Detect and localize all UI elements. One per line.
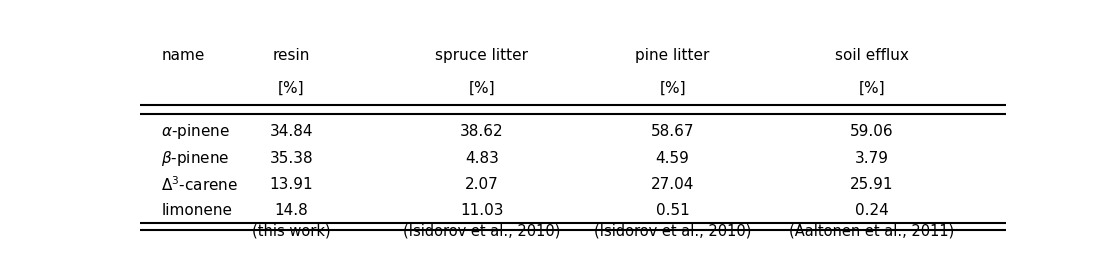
Text: 11.03: 11.03 [461, 203, 504, 218]
Text: soil efflux: soil efflux [835, 48, 909, 63]
Text: 38.62: 38.62 [461, 124, 504, 139]
Text: 0.24: 0.24 [855, 203, 889, 218]
Text: limonene: limonene [161, 203, 233, 218]
Text: 0.51: 0.51 [656, 203, 690, 218]
Text: 35.38: 35.38 [269, 151, 313, 166]
Text: (Isidorov et al., 2010): (Isidorov et al., 2010) [404, 223, 561, 238]
Text: [%]: [%] [660, 81, 686, 96]
Text: 58.67: 58.67 [651, 124, 694, 139]
Text: $\alpha$-pinene: $\alpha$-pinene [161, 122, 230, 141]
Text: 59.06: 59.06 [850, 124, 893, 139]
Text: pine litter: pine litter [635, 48, 710, 63]
Text: [%]: [%] [859, 81, 885, 96]
Text: 27.04: 27.04 [651, 177, 694, 192]
Text: [%]: [%] [278, 81, 305, 96]
Text: [%]: [%] [468, 81, 495, 96]
Text: (Isidorov et al., 2010): (Isidorov et al., 2010) [594, 223, 751, 238]
Text: $\Delta^3$-carene: $\Delta^3$-carene [161, 175, 238, 194]
Text: 3.79: 3.79 [855, 151, 889, 166]
Text: (Aaltonen et al., 2011): (Aaltonen et al., 2011) [789, 223, 955, 238]
Text: name: name [161, 48, 205, 63]
Text: spruce litter: spruce litter [436, 48, 529, 63]
Text: 14.8: 14.8 [275, 203, 309, 218]
Text: 4.59: 4.59 [655, 151, 690, 166]
Text: $\beta$-pinene: $\beta$-pinene [161, 149, 230, 168]
Text: 2.07: 2.07 [465, 177, 499, 192]
Text: resin: resin [273, 48, 310, 63]
Text: 4.83: 4.83 [465, 151, 499, 166]
Text: (this work): (this work) [252, 223, 331, 238]
Text: 13.91: 13.91 [269, 177, 313, 192]
Text: 34.84: 34.84 [269, 124, 313, 139]
Text: 25.91: 25.91 [850, 177, 893, 192]
